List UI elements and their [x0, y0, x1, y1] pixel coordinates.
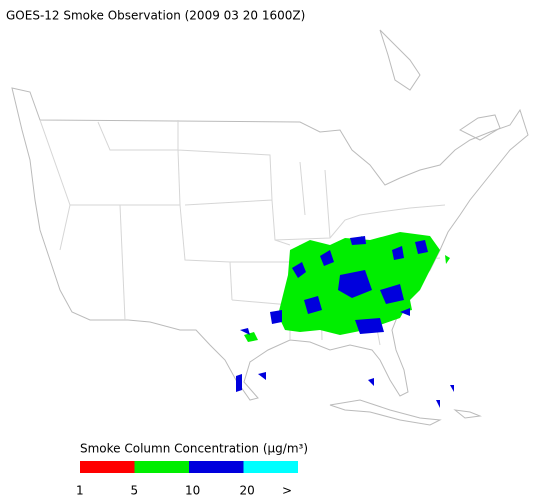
legend-label: 1 [76, 484, 84, 498]
legend-swatch [80, 461, 135, 473]
legend-swatch [243, 461, 298, 473]
legend-swatch [134, 461, 189, 473]
legend: 1 5 10 20 > [76, 461, 298, 498]
legend-title: Smoke Column Concentration (μg/m³) [80, 442, 308, 456]
base-map [11, 29, 529, 426]
legend-swatch [189, 461, 244, 473]
legend-label: > [282, 484, 292, 498]
legend-label: 10 [185, 484, 200, 498]
smoke-observations [236, 232, 454, 408]
map-title: GOES-12 Smoke Observation (2009 03 20 16… [6, 9, 305, 23]
legend-label: 20 [240, 484, 255, 498]
legend-label: 5 [131, 484, 139, 498]
